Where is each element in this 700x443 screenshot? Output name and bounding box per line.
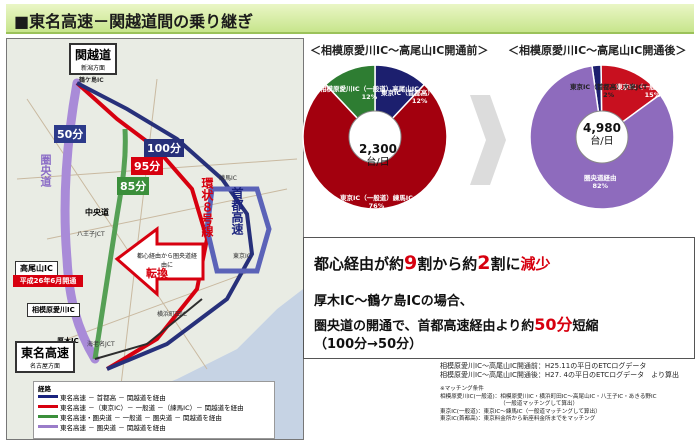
summary-line-1: 都心経由が約9割から約2割に減少: [314, 252, 551, 274]
hachioji-jct-label: 八王子JCT: [77, 231, 105, 238]
legend-title: 経路: [38, 385, 51, 393]
switch-label: 転換: [146, 267, 168, 280]
matching-notes: ※マッチング条件 相模原愛川IC(一般道)：相模原愛川IC・横浜町田IC～高尾山…: [440, 386, 657, 423]
ebina-jct-label: 海老名JCT: [87, 341, 115, 348]
after-slice-label-1: 東京IC（一般道）練馬IC 15%: [616, 83, 689, 99]
after-center: 4,980 台/日: [583, 121, 621, 147]
ken-o-do-label: 圏央道: [39, 154, 52, 187]
tokyo-ic-label: 東京IC: [233, 253, 251, 260]
summary-line-3: 圏央道の開通で、首都高速経由より約50分短縮: [314, 315, 599, 334]
kanetsu-label: 関越道 新潟方面: [69, 43, 118, 75]
legend-item-ken-o: 東名高速 － 圏央道 － 関越道を経由: [60, 424, 166, 432]
legend-swatch-shuto: [38, 395, 58, 398]
takao-ic-label: 高尾山IC: [15, 261, 58, 276]
route-map: 関越道 新潟方面 鶴ケ島IC 50分 100分 95分 85分 圏央道 中央道 …: [6, 38, 304, 440]
tsurugashima-ic-label: 鶴ケ島IC: [79, 77, 104, 84]
data-source-notes: 相模原愛川IC～高尾山IC開通前：H25.11の平日のETCログデータ 相模原愛…: [440, 362, 680, 380]
before-pie-chart: [302, 64, 448, 210]
summary-line-2: 厚木IC～鶴ケ島ICの場合、: [314, 294, 473, 309]
shuto-label: 首都高速: [230, 187, 244, 235]
after-center-hole: [575, 110, 629, 164]
after-slice-label-0: 圏央道経由 82%: [584, 174, 617, 190]
title-bar: ■東名高速－関越道間の乗り継ぎ: [6, 4, 694, 34]
page-title: ■東名高速－関越道間の乗り継ぎ: [14, 12, 254, 31]
time-50-badge: 50分: [54, 125, 87, 143]
before-center-hole: [348, 110, 402, 164]
open-date-badge: 平成26年6月開通: [13, 275, 83, 287]
legend-swatch-ken-o: [38, 425, 58, 428]
sagamihara-ic-label: 相模原愛川IC: [27, 303, 80, 317]
map-graphic: [7, 39, 303, 439]
before-title: ＜相模原愛川IC～高尾山IC開通前＞: [310, 44, 489, 57]
chuo-label: 中央道: [85, 208, 109, 217]
route-legend: 経路 東名高速 － 首都高 － 関越道を経由 東名高速 －（東京IC）－ 一般道…: [33, 381, 275, 439]
nerima-ic-label: 練馬IC: [219, 175, 237, 182]
before-slice-label-0: 東京IC（一般道）練馬IC 76%: [340, 194, 413, 210]
tomei-label: 東名高速 名古屋方面: [15, 341, 76, 373]
time-95-badge: 95分: [131, 157, 164, 175]
time-85-badge: 85分: [117, 177, 150, 195]
time-100-badge: 100分: [144, 139, 184, 157]
before-center: 2,300 台/日: [359, 142, 397, 168]
legend-swatch-mixed: [38, 415, 58, 418]
after-title: ＜相模原愛川IC～高尾山IC開通後＞: [508, 44, 687, 57]
switch-text: 都心経由から圏央道経由に: [137, 253, 198, 269]
transition-arrow: [470, 95, 506, 185]
yokohama-ic-label: 横浜町田IC: [157, 311, 187, 318]
legend-item-mixed: 東名高速・圏央道 － 一般道 － 圏央道 － 関越道を経由: [60, 414, 222, 422]
legend-swatch-local: [38, 405, 58, 408]
legend-item-local: 東名高速 －（東京IC）－ 一般道 －（練馬IC）－ 関越道を経由: [60, 404, 244, 412]
summary-line-4: （100分→50分）: [314, 337, 423, 352]
summary-box: 都心経由が約9割から約2割に減少 厚木IC～鶴ケ島ICの場合、 圏央道の開通で、…: [303, 237, 695, 359]
before-slice-label-2: 相模原愛川IC（一般道）高尾山IC 12%: [320, 85, 419, 101]
legend-item-shuto: 東名高速 － 首都高 － 関越道を経由: [60, 394, 166, 402]
route8-label: 環状８号線: [200, 177, 214, 237]
before-slice-label-1: 東京IC（首都高）大泉JCT 12%: [381, 89, 459, 105]
after-slice-label-2: 東京IC（首都高）大泉JCT 2%: [570, 83, 648, 99]
after-pie-chart: [529, 64, 675, 210]
